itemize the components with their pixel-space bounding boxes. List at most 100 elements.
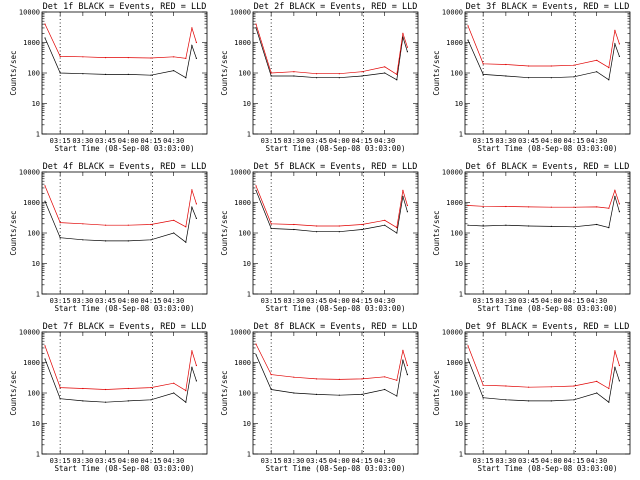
data-point: [191, 206, 193, 208]
y-tick-label: 1: [247, 131, 251, 139]
data-point: [338, 77, 340, 79]
x-tick-label: 04:15: [351, 457, 372, 465]
data-point: [618, 43, 621, 45]
x-tick-label: 04:00: [541, 457, 562, 465]
data-point: [105, 240, 107, 242]
x-axis-label: Start Time (08-Sep-08 03:03:00): [478, 304, 618, 313]
data-point: [127, 224, 129, 226]
data-point: [482, 205, 484, 207]
data-point: [44, 358, 46, 360]
x-axis-label: Start Time (08-Sep-08 03:03:00): [478, 464, 618, 473]
y-tick-label: 100: [27, 70, 40, 78]
data-point: [361, 378, 363, 380]
data-point: [467, 224, 469, 226]
data-point: [270, 374, 272, 376]
series-line: [255, 23, 408, 75]
data-point: [505, 399, 507, 401]
data-point: [255, 23, 257, 25]
x-axis-label: Start Time (08-Sep-08 03:03:00): [55, 304, 195, 313]
x-tick-label: 03:30: [72, 137, 93, 145]
data-point: [173, 382, 175, 384]
x-tick-label: 03:15: [50, 297, 71, 305]
data-point: [82, 387, 84, 390]
data-point: [467, 345, 469, 347]
data-point: [316, 393, 318, 395]
data-point: [173, 232, 175, 234]
x-tick-label: 03:30: [283, 457, 304, 465]
data-point: [505, 224, 507, 226]
data-point: [185, 77, 187, 79]
y-axis-label: Counts/sec: [220, 370, 229, 415]
x-tick-label: 04:15: [563, 457, 584, 465]
x-axis-label: Start Time (08-Sep-08 03:03:00): [55, 144, 195, 153]
plot-frame: [252, 171, 419, 295]
y-tick-label: 100: [238, 390, 251, 398]
data-point: [550, 65, 552, 67]
data-point: [316, 73, 318, 75]
data-point: [614, 189, 616, 191]
data-point: [316, 225, 318, 227]
data-point: [173, 392, 175, 394]
data-point: [402, 32, 404, 34]
x-tick-label: 03:45: [518, 457, 539, 465]
data-point: [195, 41, 197, 44]
x-tick-label: 04:15: [140, 457, 161, 465]
data-point: [150, 57, 152, 59]
y-tick-label: 100: [27, 230, 40, 238]
data-point: [528, 225, 530, 227]
data-point: [505, 385, 507, 387]
data-point: [173, 219, 175, 221]
y-tick-label: 10: [455, 100, 463, 108]
x-tick-label: 04:15: [351, 137, 372, 145]
data-point: [82, 223, 84, 225]
data-point: [59, 72, 61, 74]
plot-frame: [41, 171, 208, 295]
x-axis-label: Start Time (08-Sep-08 03:03:00): [266, 144, 406, 153]
data-point: [270, 75, 272, 77]
data-point: [406, 211, 408, 213]
detector-panel: Det 8f BLACK = Events, RED = LLD 1 10 100 10…: [220, 322, 419, 473]
y-tick-label: 1000: [23, 199, 40, 207]
data-point: [361, 75, 363, 77]
data-point: [406, 46, 408, 48]
data-point: [396, 73, 398, 75]
y-tick-label: 10000: [230, 9, 251, 17]
series-line: [44, 358, 197, 403]
data-point: [293, 228, 295, 231]
data-point: [195, 203, 197, 205]
data-point: [618, 211, 621, 213]
data-point: [173, 56, 175, 58]
y-tick-label: 10000: [442, 9, 463, 17]
data-point: [573, 206, 575, 208]
data-point: [550, 225, 552, 227]
x-tick-label: 04:00: [329, 137, 350, 145]
data-point: [505, 75, 507, 77]
data-point: [82, 400, 84, 402]
y-axis-label: Counts/sec: [432, 370, 441, 415]
plot-frame: [464, 171, 631, 295]
data-point: [185, 241, 187, 243]
x-tick-label: 03:45: [518, 137, 539, 145]
x-tick-label: 04:00: [118, 457, 139, 465]
data-point: [618, 380, 621, 382]
data-point: [59, 398, 61, 400]
data-point: [550, 206, 552, 208]
x-tick-label: 03:30: [495, 137, 516, 145]
y-tick-label: 100: [450, 70, 463, 78]
data-point: [406, 374, 408, 376]
y-tick-label: 1000: [446, 199, 463, 207]
x-tick-label: 03:15: [50, 457, 71, 465]
data-point: [338, 378, 340, 380]
data-point: [316, 231, 318, 233]
data-point: [105, 73, 107, 75]
y-tick-label: 100: [238, 70, 251, 78]
y-tick-label: 10000: [19, 169, 40, 177]
data-point: [127, 73, 129, 75]
data-point: [361, 223, 363, 226]
x-tick-label: 03:45: [306, 137, 327, 145]
data-point: [255, 343, 257, 345]
y-tick-label: 10: [32, 100, 40, 108]
x-tick-label: 03:15: [473, 457, 494, 465]
x-axis-label: Start Time (08-Sep-08 03:03:00): [478, 144, 618, 153]
data-point: [82, 73, 84, 75]
